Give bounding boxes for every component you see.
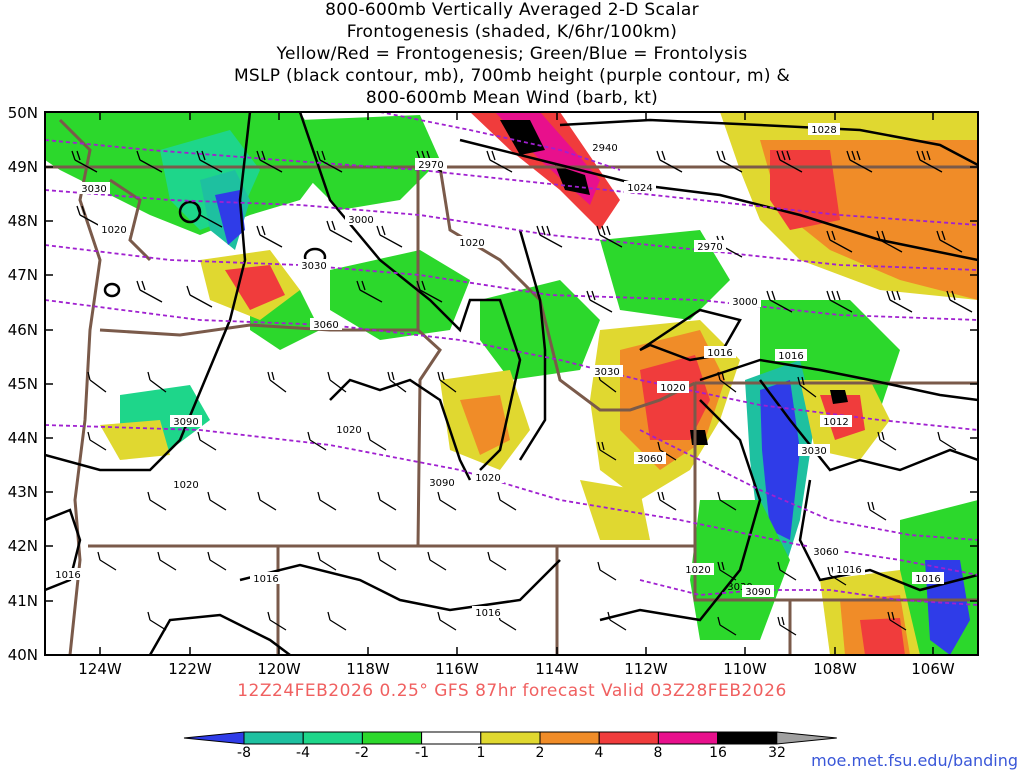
mslp-label: 1020 — [101, 225, 126, 236]
mslp-closed-lows — [103, 200, 327, 298]
frontogenesis-map: 1028 1024 1020 1016 1016 1020 1020 1020 … — [44, 111, 979, 656]
mslp-label: 1016 — [707, 348, 732, 359]
mslp-label: 1020 — [459, 238, 484, 249]
lat-label: 49N — [7, 158, 38, 176]
height-label: 3090 — [429, 478, 454, 489]
colorbar-box — [243, 731, 304, 745]
lat-label: 42N — [7, 537, 38, 555]
colorbar-left-arrow — [183, 731, 245, 745]
height-label: 3030 — [594, 367, 619, 378]
wind-barbs — [71, 150, 973, 636]
mslp-label: 1016 — [253, 574, 278, 585]
lon-label: 114W — [535, 660, 579, 678]
height-label: 3030 — [801, 446, 826, 457]
lon-label: 118W — [346, 660, 390, 678]
colorbar-right-arrow — [776, 731, 837, 745]
lon-label: 108W — [813, 660, 857, 678]
state-borders — [45, 118, 978, 655]
mslp-label: 1016 — [778, 351, 803, 362]
height-label: 3060 — [813, 547, 838, 558]
height-label: 3000 — [348, 215, 373, 226]
mslp-label: 1020 — [173, 480, 198, 491]
lon-label: 120W — [257, 660, 301, 678]
colorbar-box — [717, 731, 778, 745]
chart-title-line-1: 800-600mb Vertically Averaged 2-D Scalar — [325, 0, 699, 20]
colorbar-box — [480, 731, 541, 745]
colorbar-label: 2 — [535, 745, 545, 761]
lat-label: 46N — [7, 321, 38, 339]
axis-ticks — [45, 111, 978, 656]
mslp-label: 1020 — [660, 383, 685, 394]
lat-label: 44N — [7, 429, 38, 447]
mslp-contour-labels: 1028 1024 1020 1016 1016 1020 1020 1020 … — [52, 123, 944, 619]
height-contours — [45, 112, 978, 606]
height-label: 3000 — [732, 297, 757, 308]
lon-label: 124W — [78, 660, 122, 678]
height-label: 2970 — [697, 242, 722, 253]
height-label: 3060 — [313, 320, 338, 331]
colorbar — [183, 731, 837, 745]
height-label: 3060 — [637, 454, 662, 465]
colorbar-box — [598, 731, 659, 745]
chart-title-line-4: MSLP (black contour, mb), 700mb height (… — [233, 66, 791, 86]
chart-title-line-3: Yellow/Red = Frontogenesis; Green/Blue =… — [276, 44, 748, 64]
mslp-label: 1012 — [823, 417, 848, 428]
lon-label: 116W — [435, 660, 479, 678]
colorbar-box — [361, 731, 423, 745]
colorbar-label: 8 — [653, 745, 663, 761]
mslp-label: 1024 — [627, 183, 652, 194]
lat-label: 40N — [7, 646, 38, 664]
lon-label: 110W — [723, 660, 767, 678]
colorbar-label: -2 — [355, 745, 369, 761]
height-label: 3090 — [173, 417, 198, 428]
colorbar-box — [539, 731, 600, 745]
height-label: 2940 — [592, 143, 617, 154]
colorbar-label: -1 — [415, 745, 429, 761]
lat-label: 48N — [7, 212, 38, 230]
height-label: 3090 — [745, 587, 770, 598]
mslp-label: 1020 — [685, 565, 710, 576]
lat-label: 41N — [7, 592, 38, 610]
colorbar-box — [421, 731, 482, 745]
height-label: 2970 — [418, 160, 443, 171]
colorbar-label: 32 — [768, 745, 786, 761]
colorbar-box — [302, 731, 363, 745]
lat-label: 47N — [7, 266, 38, 284]
frontogenesis-shading — [45, 112, 978, 655]
height-label: 3030 — [301, 261, 326, 272]
height-label: 3030 — [81, 184, 106, 195]
mslp-label: 1020 — [475, 473, 500, 484]
mslp-label: 1016 — [915, 574, 940, 585]
lon-label: 106W — [911, 660, 955, 678]
colorbar-label: 16 — [709, 745, 727, 761]
colorbar-label: 1 — [476, 745, 486, 761]
chart-title-line-2: Frontogenesis (shaded, K/6hr/100km) — [346, 22, 678, 42]
chart-title-line-5: 800-600mb Mean Wind (barb, kt) — [365, 88, 659, 108]
height-contour-labels: 2940 3030 2970 3000 3030 3060 3090 3090 … — [78, 141, 842, 598]
mslp-label: 1028 — [811, 125, 836, 136]
source-credit: moe.met.fsu.edu/banding — [811, 751, 1018, 770]
colorbar-label: -4 — [296, 745, 310, 761]
lat-label: 45N — [7, 375, 38, 393]
colorbar-box — [657, 731, 719, 745]
mslp-label: 1016 — [55, 570, 80, 581]
mslp-label: 1016 — [836, 565, 861, 576]
lon-label: 112W — [624, 660, 668, 678]
lat-label: 50N — [7, 104, 38, 122]
height-label: 3030 — [727, 582, 752, 593]
mslp-label: 1016 — [475, 608, 500, 619]
mslp-label: 1020 — [336, 425, 361, 436]
colorbar-label: 4 — [594, 745, 604, 761]
lon-label: 122W — [168, 660, 212, 678]
lat-label: 43N — [7, 483, 38, 501]
colorbar-label: -8 — [237, 745, 251, 761]
forecast-run-info: 12Z24FEB2026 0.25° GFS 87hr forecast Val… — [237, 681, 787, 701]
